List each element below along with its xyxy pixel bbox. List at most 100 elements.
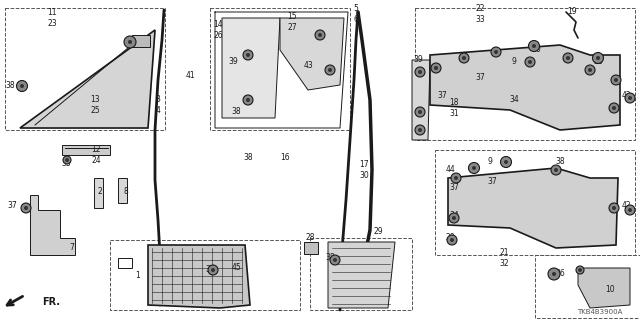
- Circle shape: [462, 56, 466, 60]
- Circle shape: [17, 81, 28, 92]
- Bar: [110, 240, 300, 310]
- Text: FR.: FR.: [42, 297, 60, 307]
- Bar: [435, 150, 635, 255]
- Circle shape: [593, 52, 604, 63]
- Text: TKB4B3900A: TKB4B3900A: [577, 309, 623, 315]
- Circle shape: [566, 56, 570, 60]
- Circle shape: [529, 41, 540, 52]
- Text: 34: 34: [509, 95, 519, 105]
- Bar: [118, 258, 132, 268]
- Circle shape: [63, 156, 71, 164]
- Circle shape: [596, 56, 600, 60]
- Circle shape: [333, 258, 337, 262]
- Circle shape: [588, 68, 592, 72]
- Text: 38: 38: [555, 157, 565, 166]
- Polygon shape: [578, 268, 630, 308]
- Circle shape: [554, 168, 558, 172]
- Text: 37: 37: [205, 266, 215, 275]
- Text: 35: 35: [61, 158, 71, 167]
- Circle shape: [628, 208, 632, 212]
- Text: 37: 37: [7, 201, 17, 210]
- Circle shape: [449, 213, 459, 223]
- Text: 38: 38: [243, 154, 253, 163]
- Circle shape: [211, 268, 215, 272]
- Circle shape: [315, 30, 325, 40]
- Bar: [304, 242, 318, 254]
- Text: 39: 39: [413, 55, 423, 65]
- Bar: [118, 178, 127, 203]
- Circle shape: [124, 36, 136, 48]
- Circle shape: [576, 266, 584, 274]
- Circle shape: [208, 265, 218, 275]
- Text: 42: 42: [621, 91, 631, 100]
- Circle shape: [612, 106, 616, 110]
- Text: 37: 37: [449, 183, 459, 193]
- Circle shape: [243, 95, 253, 105]
- Circle shape: [21, 203, 31, 213]
- Circle shape: [628, 96, 632, 100]
- Text: 21
32: 21 32: [499, 248, 509, 268]
- Text: 37: 37: [475, 74, 485, 83]
- Circle shape: [614, 78, 618, 82]
- Text: 41: 41: [185, 70, 195, 79]
- Circle shape: [128, 40, 132, 44]
- Circle shape: [612, 206, 616, 210]
- Circle shape: [447, 235, 457, 245]
- Circle shape: [65, 158, 69, 162]
- Text: 38: 38: [5, 81, 15, 90]
- Text: 38: 38: [231, 108, 241, 116]
- Circle shape: [418, 70, 422, 74]
- Circle shape: [328, 68, 332, 72]
- Bar: [132, 35, 150, 47]
- Circle shape: [625, 205, 635, 215]
- Text: 7: 7: [70, 244, 74, 252]
- Circle shape: [494, 50, 498, 54]
- Text: 14
26: 14 26: [213, 20, 223, 40]
- Text: 15
27: 15 27: [287, 12, 297, 32]
- Text: 39: 39: [228, 58, 238, 67]
- Circle shape: [609, 103, 619, 113]
- Circle shape: [454, 176, 458, 180]
- Text: 37: 37: [437, 91, 447, 100]
- Circle shape: [459, 53, 469, 63]
- Text: 9: 9: [511, 58, 516, 67]
- Circle shape: [552, 272, 556, 276]
- Text: 45: 45: [231, 263, 241, 273]
- Circle shape: [318, 33, 322, 37]
- Text: 12
24: 12 24: [91, 145, 101, 165]
- Text: 38: 38: [325, 253, 335, 262]
- Text: 44: 44: [445, 165, 455, 174]
- Polygon shape: [30, 195, 75, 255]
- Circle shape: [246, 98, 250, 102]
- Circle shape: [528, 60, 532, 64]
- Circle shape: [625, 93, 635, 103]
- Bar: [94, 178, 103, 208]
- Bar: [5, 8, 165, 130]
- Text: 38: 38: [593, 58, 603, 67]
- Text: 28: 28: [305, 234, 315, 243]
- Text: 20: 20: [445, 234, 455, 243]
- Text: 19: 19: [567, 7, 577, 17]
- Circle shape: [563, 53, 573, 63]
- Bar: [210, 8, 350, 130]
- Circle shape: [548, 268, 560, 280]
- Circle shape: [504, 160, 508, 164]
- Polygon shape: [328, 242, 395, 308]
- Circle shape: [415, 125, 425, 135]
- Circle shape: [500, 156, 511, 167]
- Circle shape: [472, 166, 476, 170]
- Circle shape: [243, 50, 253, 60]
- Circle shape: [468, 163, 479, 173]
- Polygon shape: [62, 145, 110, 155]
- Bar: [415, 8, 635, 140]
- Text: 37: 37: [487, 178, 497, 187]
- Circle shape: [450, 238, 454, 242]
- Text: 40: 40: [531, 45, 541, 54]
- Text: 3
4: 3 4: [156, 95, 161, 115]
- Text: 2: 2: [98, 188, 102, 196]
- Circle shape: [434, 66, 438, 70]
- Text: 10: 10: [605, 285, 615, 294]
- Bar: [310, 238, 412, 310]
- Text: 1: 1: [136, 270, 140, 279]
- Circle shape: [24, 206, 28, 210]
